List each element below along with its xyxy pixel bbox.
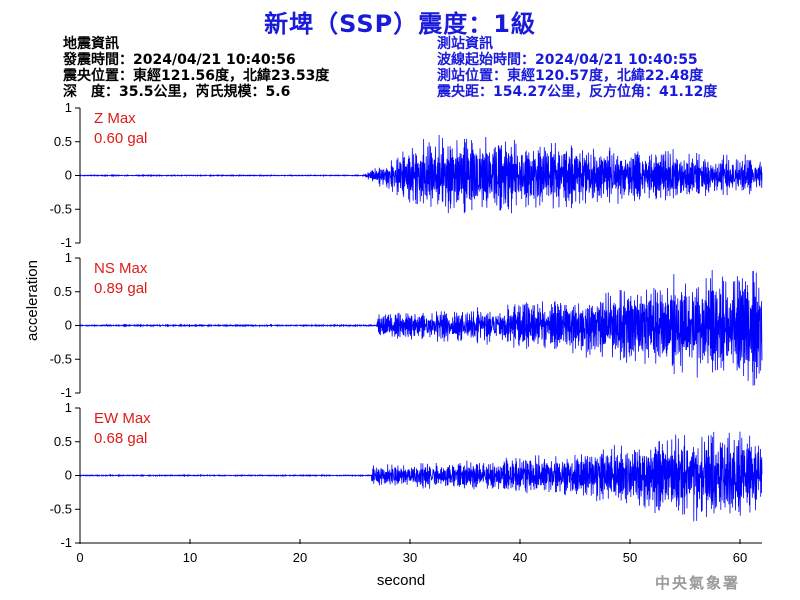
ns-component-panel: 1 0.5 0 -0.5 -1 NS Max 0.89 gal <box>50 250 763 400</box>
x-tick-label: 10 <box>183 550 197 565</box>
component-max-value: 0.60 gal <box>94 130 147 147</box>
station-info-line: 震央距：154.27公里，反方位角：41.12度 <box>437 84 718 100</box>
earthquake-info-line: 深 度：35.5公里，芮氏規模：5.6 <box>63 84 291 100</box>
y-tick-label: 0.5 <box>54 134 72 149</box>
x-tick-label: 30 <box>403 550 417 565</box>
acceleration-trace <box>79 270 763 386</box>
station-info-heading: 測站資訊 <box>437 36 493 52</box>
station-info-line: 測站位置：東經120.57度，北緯22.48度 <box>437 68 704 84</box>
z-component-panel: 1 0.5 0 -0.5 -1 Z Max 0.60 gal <box>50 100 763 250</box>
earthquake-info-line: 發震時間：2024/04/21 10:40:56 <box>63 52 296 68</box>
earthquake-info-line: 震央位置：東經121.56度，北緯23.53度 <box>63 68 330 84</box>
y-tick-label: 0.5 <box>54 434 72 449</box>
x-tick-label: 20 <box>293 550 307 565</box>
component-max-label: Z Max <box>94 110 136 127</box>
x-axis-title: second <box>377 572 425 589</box>
component-max-label: NS Max <box>94 260 148 277</box>
y-tick-label: -0.5 <box>50 501 72 516</box>
y-tick-label: 0.5 <box>54 284 72 299</box>
y-tick-label: 0 <box>65 468 72 483</box>
x-tick-label: 40 <box>513 550 527 565</box>
y-tick-label: 0 <box>65 318 72 333</box>
y-tick-label: 1 <box>65 100 72 115</box>
component-max-value: 0.68 gal <box>94 430 147 447</box>
y-tick-label: -0.5 <box>50 351 72 366</box>
earthquake-info-heading: 地震資訊 <box>63 36 119 52</box>
earthquake-info-block: 地震資訊 發震時間：2024/04/21 10:40:56 震央位置：東經121… <box>63 36 329 100</box>
y-tick-label: 1 <box>65 250 72 265</box>
y-tick-label: -0.5 <box>50 201 72 216</box>
x-tick-label: 50 <box>623 550 637 565</box>
ew-component-panel: 1 0.5 0 -0.5 -1 EW Max 0.68 gal <box>50 400 763 550</box>
y-tick-label: -1 <box>60 535 72 550</box>
y-tick-label: -1 <box>60 385 72 400</box>
station-info-block: 測站資訊 波線起始時間：2024/04/21 10:40:55 測站位置：東經1… <box>437 36 717 100</box>
y-axis-title: acceleration <box>24 260 41 341</box>
component-max-value: 0.89 gal <box>94 280 147 297</box>
acceleration-trace <box>79 431 763 522</box>
component-max-label: EW Max <box>94 410 151 427</box>
page-title: 新埤（SSP）震度：1級 <box>264 10 536 38</box>
x-tick-label: 60 <box>733 550 747 565</box>
y-tick-label: 1 <box>65 400 72 415</box>
station-info-line: 波線起始時間：2024/04/21 10:40:55 <box>437 52 698 68</box>
x-tick-label: 0 <box>76 550 83 565</box>
agency-watermark: 中央氣象署 <box>655 574 741 592</box>
y-tick-label: 0 <box>65 168 72 183</box>
y-tick-label: -1 <box>60 235 72 250</box>
acceleration-trace <box>79 134 763 214</box>
